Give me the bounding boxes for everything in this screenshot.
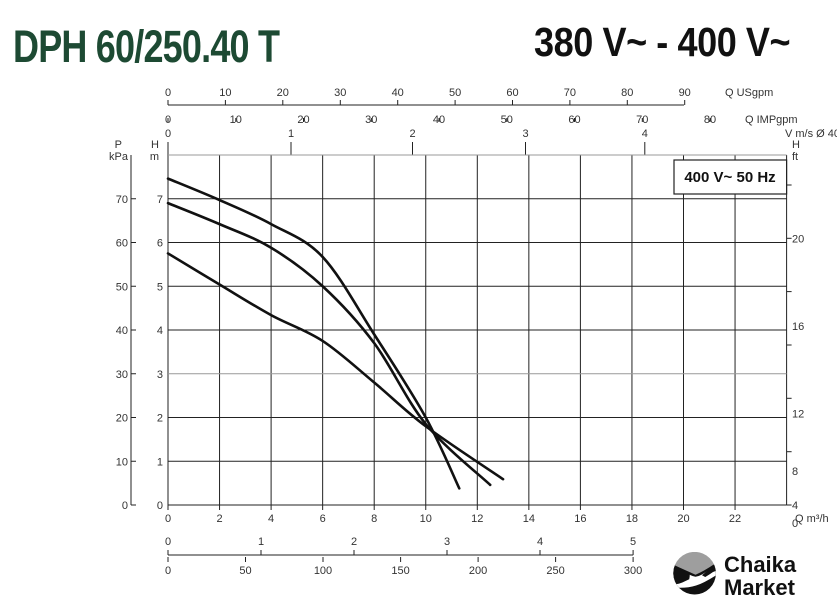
svg-text:0: 0 bbox=[165, 536, 171, 548]
svg-text:22: 22 bbox=[729, 513, 741, 525]
svg-text:3: 3 bbox=[522, 128, 528, 140]
svg-text:Chaika: Chaika bbox=[724, 552, 797, 577]
svg-text:Market: Market bbox=[724, 575, 796, 600]
svg-text:5: 5 bbox=[630, 536, 636, 548]
svg-text:0: 0 bbox=[165, 114, 171, 126]
svg-text:50: 50 bbox=[116, 281, 128, 293]
svg-text:14: 14 bbox=[523, 513, 535, 525]
svg-text:60: 60 bbox=[116, 238, 128, 250]
svg-text:4: 4 bbox=[268, 513, 274, 525]
svg-text:30: 30 bbox=[116, 369, 128, 381]
svg-text:250: 250 bbox=[546, 565, 564, 577]
svg-text:40: 40 bbox=[433, 114, 445, 126]
svg-text:30: 30 bbox=[334, 87, 346, 99]
svg-text:Q m³/h: Q m³/h bbox=[795, 513, 829, 525]
svg-text:H: H bbox=[151, 139, 159, 151]
svg-text:200: 200 bbox=[469, 565, 487, 577]
svg-text:8: 8 bbox=[371, 513, 377, 525]
svg-text:3: 3 bbox=[157, 369, 163, 381]
svg-text:2: 2 bbox=[351, 536, 357, 548]
svg-text:Q USgpm: Q USgpm bbox=[725, 87, 773, 99]
svg-text:0: 0 bbox=[165, 128, 171, 140]
svg-text:4: 4 bbox=[792, 500, 798, 512]
svg-text:16: 16 bbox=[792, 321, 804, 333]
svg-text:12: 12 bbox=[471, 513, 483, 525]
svg-text:4: 4 bbox=[157, 325, 163, 337]
svg-text:Q IMPgpm: Q IMPgpm bbox=[745, 114, 798, 126]
svg-text:3: 3 bbox=[444, 536, 450, 548]
svg-text:6: 6 bbox=[320, 513, 326, 525]
svg-text:30: 30 bbox=[365, 114, 377, 126]
svg-text:2: 2 bbox=[157, 413, 163, 425]
svg-text:20: 20 bbox=[116, 413, 128, 425]
svg-text:12: 12 bbox=[792, 409, 804, 421]
svg-text:1: 1 bbox=[258, 536, 264, 548]
svg-text:70: 70 bbox=[564, 87, 576, 99]
svg-text:0: 0 bbox=[165, 565, 171, 577]
svg-text:80: 80 bbox=[621, 87, 633, 99]
svg-text:16: 16 bbox=[574, 513, 586, 525]
svg-text:1: 1 bbox=[157, 456, 163, 468]
svg-text:70: 70 bbox=[116, 194, 128, 206]
svg-text:10: 10 bbox=[230, 114, 242, 126]
svg-text:7: 7 bbox=[157, 194, 163, 206]
svg-text:8: 8 bbox=[792, 466, 798, 478]
svg-text:0: 0 bbox=[165, 513, 171, 525]
svg-text:6: 6 bbox=[157, 238, 163, 250]
svg-text:0: 0 bbox=[165, 87, 171, 99]
svg-text:18: 18 bbox=[626, 513, 638, 525]
svg-text:0: 0 bbox=[157, 500, 163, 512]
svg-text:10: 10 bbox=[116, 456, 128, 468]
svg-text:20: 20 bbox=[792, 234, 804, 246]
svg-text:5: 5 bbox=[157, 281, 163, 293]
svg-text:100: 100 bbox=[314, 565, 332, 577]
svg-text:50: 50 bbox=[449, 87, 461, 99]
svg-text:60: 60 bbox=[568, 114, 580, 126]
svg-text:80: 80 bbox=[704, 114, 716, 126]
svg-text:P: P bbox=[115, 139, 122, 151]
svg-text:20: 20 bbox=[297, 114, 309, 126]
svg-text:2: 2 bbox=[216, 513, 222, 525]
svg-text:150: 150 bbox=[391, 565, 409, 577]
svg-text:90: 90 bbox=[679, 87, 691, 99]
svg-text:ft: ft bbox=[792, 151, 798, 163]
svg-text:m: m bbox=[150, 151, 159, 163]
svg-text:300: 300 bbox=[624, 565, 642, 577]
svg-text:1: 1 bbox=[288, 128, 294, 140]
svg-text:50: 50 bbox=[501, 114, 513, 126]
svg-text:10: 10 bbox=[219, 87, 231, 99]
svg-text:4: 4 bbox=[642, 128, 648, 140]
svg-text:50: 50 bbox=[239, 565, 251, 577]
svg-text:60: 60 bbox=[506, 87, 518, 99]
svg-text:0: 0 bbox=[122, 500, 128, 512]
svg-text:40: 40 bbox=[116, 325, 128, 337]
svg-text:20: 20 bbox=[277, 87, 289, 99]
svg-text:4: 4 bbox=[537, 536, 543, 548]
svg-text:H: H bbox=[792, 139, 800, 151]
svg-text:70: 70 bbox=[636, 114, 648, 126]
svg-text:20: 20 bbox=[677, 513, 689, 525]
svg-text:400 V~ 50 Hz: 400 V~ 50 Hz bbox=[684, 169, 775, 186]
svg-text:10: 10 bbox=[420, 513, 432, 525]
svg-text:kPa: kPa bbox=[109, 151, 129, 163]
svg-text:40: 40 bbox=[392, 87, 404, 99]
svg-text:2: 2 bbox=[409, 128, 415, 140]
